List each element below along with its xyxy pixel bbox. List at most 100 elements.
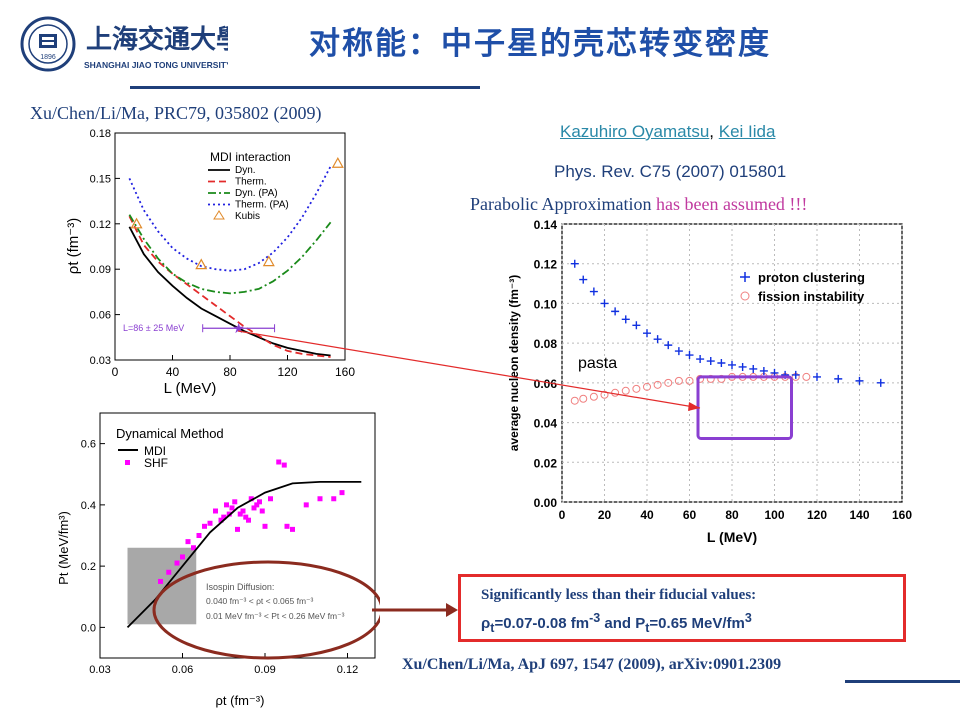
chart3-shf-point [229,505,235,511]
logo-year: 1896 [40,54,56,61]
author-link-oyamatsu[interactable]: Kazuhiro Oyamatsu [560,122,710,141]
chart1-series-line [128,165,332,272]
chart2-ytick-label: 0.10 [534,297,558,311]
chart3-xtick-label: 0.12 [337,664,358,676]
callout-and-p: and P [600,615,646,632]
chart2-proton-point [791,370,800,379]
chart3-shf-point [257,499,262,505]
chart3-shf-point [240,508,246,514]
chart2-xtick-label: 120 [807,508,827,522]
chart2-proton-point [813,372,821,381]
chart3-shf-point [246,517,251,523]
chart2-proton-point [855,376,864,385]
chart3-shf-point [166,569,172,575]
author-link-iida[interactable]: Kei Iida [718,122,776,141]
chart1-legend: MDI interaction Dyn.Therm.Dyn. (PA)Therm… [208,150,291,222]
chart1-ytick-label: 0.06 [90,310,111,322]
chart3-ytick-label: 0.2 [81,561,96,573]
chart2-proton-point [834,374,843,383]
chart1-ylabel: ρt (fm⁻³) [65,218,82,274]
chart1-legend-label: Dyn. (PA) [235,188,278,199]
chart3-xtick-label: 0.09 [254,664,275,676]
chart2-legend-swatch [740,291,750,301]
chart2-xtick-label: 40 [640,508,654,522]
chart3-shf-point [185,539,191,545]
chart3-shf-point [303,502,309,508]
chart2-ytick-label: 0.04 [534,417,558,431]
chart1-xtick-label: 0 [112,365,119,379]
callout-line1: Significantly less than their fiducial v… [481,587,757,603]
chart1-star-icon: ★ [232,320,245,336]
highlight-ellipse [152,560,380,660]
chart3-shf-point [232,499,238,505]
chart2-fission-point [802,372,811,381]
chart2-proton-point [579,275,588,284]
chart2-xtick-label: 140 [849,508,869,522]
chart3-shf-point [191,545,196,551]
callout-rho-value: =0.07-0.08 fm [494,615,590,632]
chart2-ytick-label: 0.02 [534,456,558,470]
chart3-ytick-label: 0.4 [81,500,96,512]
chart3-xtick-label: 0.06 [172,664,193,676]
chart3-xlabel: ρt (fm⁻³) [216,693,265,708]
chart3-shf-point [218,517,224,523]
chart1-ytick-label: 0.15 [90,173,111,185]
callout-exp2: 3 [744,611,752,625]
chart2-fission-point [706,374,715,383]
callout-box: Significantly less than their fiducial v… [458,574,906,642]
chart2-proton-point [632,321,641,330]
parabolic-note-b: has been assumed !!! [655,194,808,214]
chart3-shf-point [339,490,345,496]
chart1-kubis-point [195,258,208,270]
chart3-legend-label: SHF [144,456,168,470]
chart2-legend-swatch [740,272,750,282]
chart1-ytick-label: 0.18 [90,128,111,140]
chart3-shf-point [221,514,227,520]
bottom-reference: Xu/Chen/Li/Ma, ApJ 697, 1547 (2009), arX… [402,656,782,673]
chart3-shf-point [259,508,265,514]
chart2-proton-point [600,299,609,308]
logo-seal-icon [20,16,76,72]
chart1-xlabel: L (MeV) [164,380,217,397]
chart2-proton-point [611,307,620,316]
logo-cn-text: 上海交通大學 [86,24,228,54]
chart2-proton-point [876,378,885,387]
chart3-legend-label: MDI [144,444,166,458]
chart3-xtick-label: 0.03 [89,664,110,676]
chart2-proton-point [717,359,726,367]
chart1-xtick-label: 80 [223,365,237,379]
chart-Pt-vs-rho: 0.00.20.40.6 0.03 0.06 0.09 0.12 ρt (fm⁻³) … [56,412,380,708]
chart3-annot-l1: 0.040 fm⁻³ < ρt < 0.065 fm⁻³ [206,596,314,606]
chart3-shaded-region [127,547,197,625]
chart2-proton-point [728,360,736,369]
chart-rho-vs-L: 0.03 0.06 0.09 0.12 0.15 0.18 0 40 80 120 160 ★ L… [65,128,355,397]
parabolic-note-a: Parabolic Approximation [470,194,656,214]
callout-sub-t: t [490,621,495,635]
chart3-shf-point [262,523,268,529]
chart2-proton-point [749,364,758,373]
chart1-xtick-label: 40 [166,365,180,379]
chart1-kubis-point [262,255,275,267]
chart3-shf-point [213,508,218,514]
chart1-legend-label: Therm. (PA) [235,200,289,211]
chart3-legend-title: Dynamical Method [116,426,224,441]
chart3-shf-point [251,505,257,511]
chart1-xtick-label: 120 [277,365,297,379]
chart2-legend: proton clustering fission instability [740,270,865,304]
chart2-ytick-label: 0.12 [534,258,558,272]
chart2-ytick-label: 0.08 [534,337,558,351]
chart1-kubis-point [130,217,143,229]
chart1-legend-kubis-swatch [213,210,225,220]
brown-arrowhead-icon [446,603,458,617]
chart1-ytick-label: 0.09 [90,264,111,276]
chart3-annot-title: Isospin Diffusion: [206,582,274,592]
chart3-shf-point [248,496,254,502]
chart3-annotation: Isospin Diffusion: 0.040 fm⁻³ < ρt < 0.0… [206,582,345,621]
chart2-legend-label: proton clustering [758,270,865,285]
chart2-ytick-label: 0.14 [534,218,558,232]
chart3-ytick-label: 0.6 [81,439,96,451]
chart3-shf-point [254,502,260,508]
chart2-fission-point [717,374,726,383]
chart1-legend-label: Therm. [235,177,267,188]
